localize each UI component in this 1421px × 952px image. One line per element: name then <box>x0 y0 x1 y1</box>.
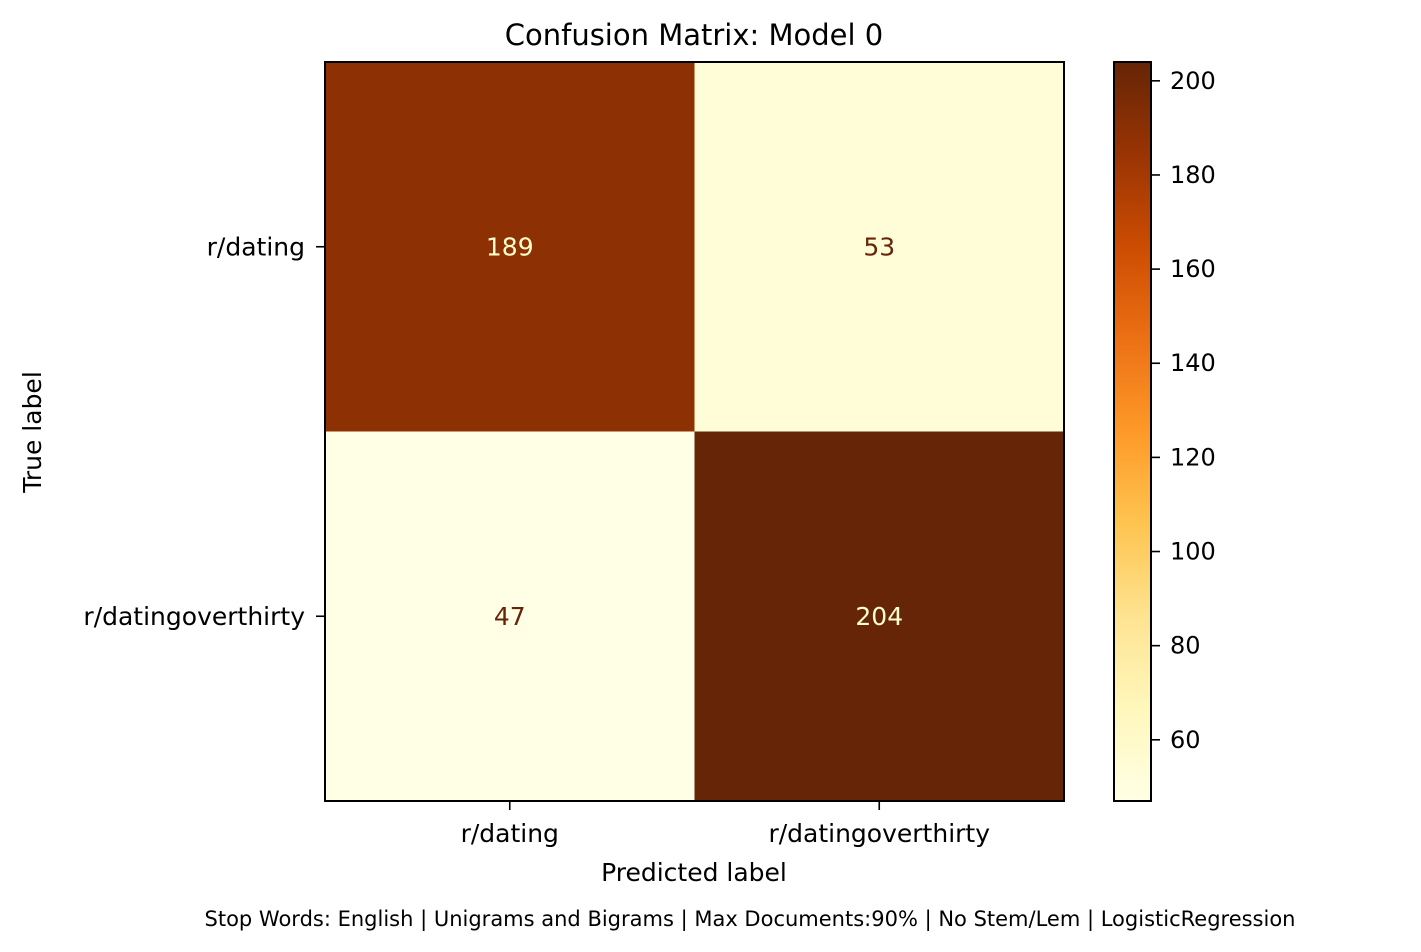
matrix-cell <box>694 431 1065 802</box>
x-tick-label: r/dating <box>461 819 559 848</box>
x-axis-ticks: r/dating r/datingoverthirty <box>461 801 990 848</box>
x-tick-label: r/datingoverthirty <box>768 819 990 848</box>
colorbar-tick-label: 140 <box>1170 349 1216 377</box>
chart-title: Confusion Matrix: Model 0 <box>505 18 884 52</box>
cell-value-label: 204 <box>855 602 903 631</box>
colorbar-tick-label: 180 <box>1170 161 1216 189</box>
matrix-cell <box>325 62 695 432</box>
matrix-cell <box>694 62 1065 432</box>
matrix-frame <box>324 61 1065 802</box>
cell-value-label: 47 <box>494 602 526 631</box>
cell-value-label: 189 <box>486 232 534 261</box>
y-axis-ticks: r/dating r/datingoverthirty <box>83 232 325 631</box>
colorbar-tick-label: 160 <box>1170 255 1216 283</box>
colorbar-tick-label: 60 <box>1170 726 1201 754</box>
colorbar-ticks: 60 80 100 120 140 160 180 200 <box>1151 67 1216 754</box>
matrix-cells: 189 53 47 204 <box>325 62 1065 802</box>
cell-value-label: 53 <box>863 232 895 261</box>
colorbar-tick-label: 200 <box>1170 67 1216 95</box>
y-tick-label: r/dating <box>207 232 305 261</box>
footnote: Stop Words: English | Unigrams and Bigra… <box>205 907 1296 932</box>
colorbar <box>1113 61 1152 802</box>
colorbar-tick-label: 100 <box>1170 538 1216 566</box>
colorbar-tick-label: 120 <box>1170 443 1216 471</box>
y-tick-label: r/datingoverthirty <box>83 602 305 631</box>
matrix-cell <box>325 431 695 802</box>
colorbar-tick-label: 80 <box>1170 632 1201 660</box>
x-axis-label: Predicted label <box>601 858 787 887</box>
y-axis-label: True label <box>18 371 47 494</box>
